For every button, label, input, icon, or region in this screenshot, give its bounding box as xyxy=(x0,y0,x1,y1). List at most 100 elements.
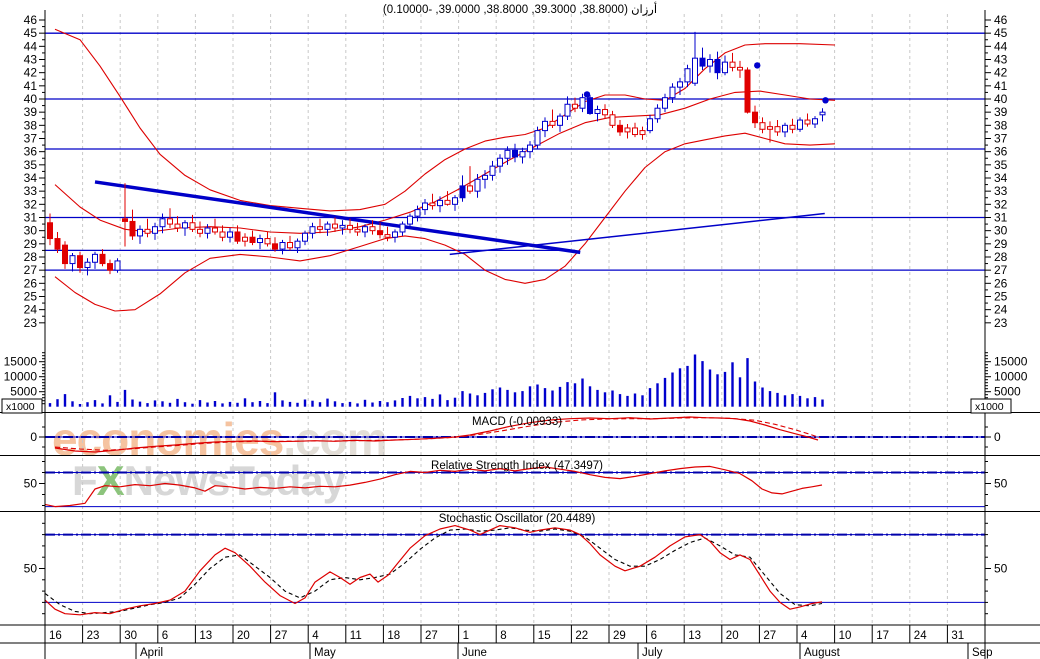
candle xyxy=(84,258,91,276)
watermark-brand-suffix: .com xyxy=(283,413,387,465)
candle xyxy=(99,249,106,267)
week-label: 27 xyxy=(763,630,776,642)
week-label: 4 xyxy=(801,630,808,642)
candle xyxy=(47,213,53,246)
candle xyxy=(77,251,83,273)
candle xyxy=(302,230,308,246)
candle xyxy=(189,214,196,232)
svg-text:37: 37 xyxy=(994,131,1008,145)
candle xyxy=(174,216,181,232)
svg-text:23: 23 xyxy=(994,316,1008,330)
candle xyxy=(234,225,241,244)
week-label: 17 xyxy=(876,630,889,642)
volume-multiplier-box xyxy=(970,398,1012,414)
candle xyxy=(287,235,293,251)
candle xyxy=(347,218,353,234)
candle xyxy=(212,218,218,235)
svg-text:30: 30 xyxy=(24,224,38,238)
candle xyxy=(399,221,406,236)
bollinger-lower-band xyxy=(54,132,836,312)
svg-text:31: 31 xyxy=(24,210,38,224)
macd-label: MACD (-0.00933) xyxy=(472,416,562,428)
week-label: 18 xyxy=(387,630,400,642)
week-label: 10 xyxy=(839,630,852,642)
svg-text:40: 40 xyxy=(994,92,1008,106)
candle xyxy=(624,124,631,139)
candle xyxy=(129,209,136,240)
candle xyxy=(219,225,226,242)
svg-text:44: 44 xyxy=(994,39,1008,53)
stochastic-panel xyxy=(45,525,985,616)
week-label: 8 xyxy=(500,630,506,642)
fx-logo-rest: NewsToday xyxy=(123,457,346,504)
candle xyxy=(452,195,458,211)
svg-text:42: 42 xyxy=(994,66,1008,80)
candle xyxy=(62,241,68,269)
candle xyxy=(422,199,428,215)
candle xyxy=(92,251,98,269)
svg-text:0: 0 xyxy=(994,430,1001,444)
svg-text:37: 37 xyxy=(24,131,38,145)
svg-text:38: 38 xyxy=(994,118,1008,132)
candle xyxy=(497,154,503,173)
candle xyxy=(384,226,391,242)
svg-text:40: 40 xyxy=(24,92,38,106)
candle xyxy=(69,253,76,272)
bollinger-upper-band xyxy=(54,28,836,212)
svg-text:25: 25 xyxy=(24,289,38,303)
candlesticks xyxy=(47,31,826,276)
week-label: 13 xyxy=(199,630,212,642)
svg-text:35: 35 xyxy=(994,158,1008,172)
svg-text:50: 50 xyxy=(24,477,38,491)
macd-panel xyxy=(45,416,985,453)
candle xyxy=(579,93,586,113)
month-label: June xyxy=(462,647,487,659)
candle xyxy=(144,218,151,238)
candle xyxy=(257,234,263,250)
trendline[interactable] xyxy=(449,212,825,256)
candle xyxy=(722,55,728,76)
svg-text:31: 31 xyxy=(994,210,1008,224)
week-label: 6 xyxy=(651,630,657,642)
candle xyxy=(444,191,451,206)
candle xyxy=(332,217,338,232)
month-label: April xyxy=(140,647,163,659)
svg-text:46: 46 xyxy=(994,13,1008,27)
svg-text:29: 29 xyxy=(994,237,1008,251)
candle xyxy=(324,221,331,236)
trendlines[interactable] xyxy=(94,180,825,256)
candle xyxy=(512,143,518,163)
svg-text:45: 45 xyxy=(24,26,38,40)
svg-text:29: 29 xyxy=(24,237,38,251)
week-label: 13 xyxy=(688,630,701,642)
candle xyxy=(362,224,368,238)
candle xyxy=(437,196,443,213)
candle xyxy=(557,113,563,132)
candle xyxy=(309,222,316,239)
signal-dots xyxy=(583,62,829,104)
candle xyxy=(602,104,608,119)
candle xyxy=(519,147,526,164)
candle xyxy=(482,170,488,189)
candle xyxy=(429,193,436,210)
week-label: 22 xyxy=(575,630,588,642)
svg-text:50: 50 xyxy=(24,562,38,576)
candle xyxy=(549,109,556,128)
candle xyxy=(639,126,646,140)
signal-dot xyxy=(822,97,829,104)
bollinger-middle-band xyxy=(54,90,836,234)
candle xyxy=(474,174,481,198)
candle xyxy=(114,258,121,273)
watermark-economies: economies.com xyxy=(52,412,388,466)
svg-text:45: 45 xyxy=(994,26,1008,40)
x-axis: 16 23 30 6 13 20 27 4 11 18 27 1 8 15 22 29 6 13 20 27 4 10 17… xyxy=(44,625,992,659)
week-label: 20 xyxy=(726,630,739,642)
candle xyxy=(152,222,158,240)
candle xyxy=(587,95,593,115)
panel-dividers xyxy=(0,10,1040,659)
signal-dot xyxy=(754,62,761,69)
trendline[interactable] xyxy=(94,180,581,255)
svg-text:39: 39 xyxy=(24,105,38,119)
